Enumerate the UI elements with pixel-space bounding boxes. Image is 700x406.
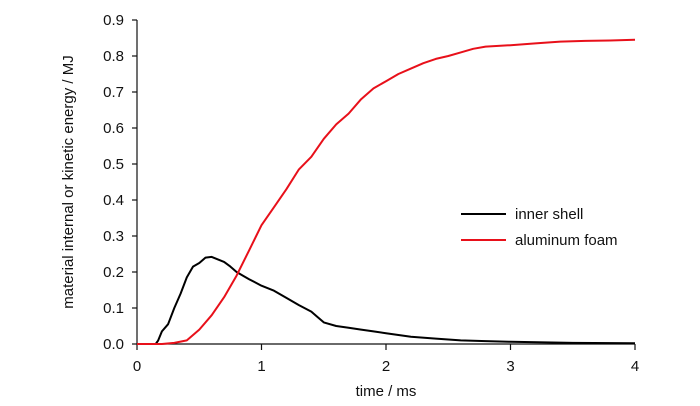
y-ticks: 0.0 0.1 0.2 0.3 0.4 0.5 0.6 0.7 0.8 0.9 [103,12,137,353]
y-tick-label: 0.4 [103,192,124,209]
y-tick-label: 0.1 [103,300,124,317]
y-tick-label: 0.2 [103,264,124,281]
x-tick-label: 3 [506,358,514,375]
y-tick-label: 0.7 [103,84,124,101]
legend-label-aluminum-foam: aluminum foam [515,232,618,249]
y-tick-label: 0.3 [103,228,124,245]
series-line-aluminum-foam [137,38,636,345]
x-axis-title: time / ms [356,383,417,400]
y-tick-label: 0.9 [103,12,124,29]
legend: inner shell aluminum foam [461,206,618,249]
x-ticks: 0 1 2 3 4 [133,344,639,375]
series-layer [137,38,636,345]
series-line-inner-shell [137,255,636,345]
y-tick-label: 0.8 [103,48,124,65]
y-axis-title: material internal or kinetic energy / MJ [60,55,77,308]
x-tick-label: 0 [133,358,141,375]
x-tick-label: 4 [631,358,639,375]
legend-label-inner-shell: inner shell [515,206,583,223]
x-tick-label: 1 [257,358,265,375]
y-tick-label: 0.0 [103,336,124,353]
y-tick-label: 0.5 [103,156,124,173]
axes [136,20,635,345]
y-tick-label: 0.6 [103,120,124,137]
x-tick-label: 2 [382,358,390,375]
